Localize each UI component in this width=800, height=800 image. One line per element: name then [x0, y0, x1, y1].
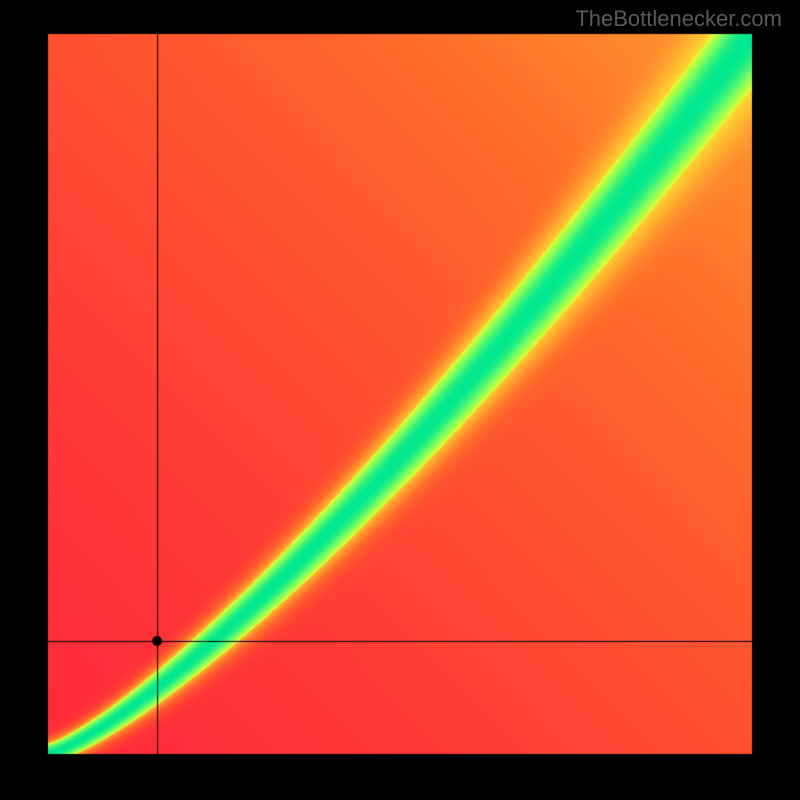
heatmap-canvas — [0, 0, 800, 800]
watermark-text: TheBottlenecker.com — [575, 6, 782, 32]
chart-container: TheBottlenecker.com — [0, 0, 800, 800]
